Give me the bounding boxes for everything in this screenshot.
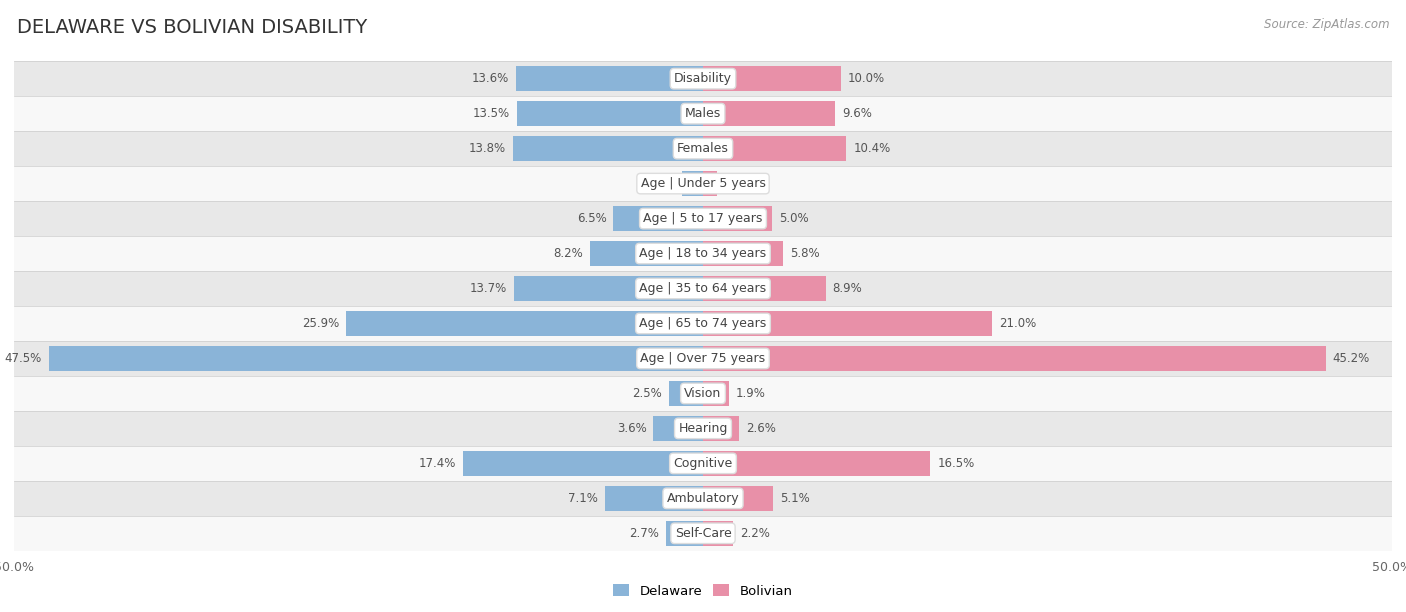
Text: 17.4%: 17.4% [419,457,457,470]
Bar [613,206,703,231]
Text: 47.5%: 47.5% [4,352,42,365]
Text: 9.6%: 9.6% [842,107,872,120]
Text: 8.9%: 8.9% [832,282,862,295]
Text: 8.2%: 8.2% [554,247,583,260]
Text: Age | Under 5 years: Age | Under 5 years [641,177,765,190]
Bar [703,171,717,196]
Text: 13.6%: 13.6% [471,72,509,85]
Text: 13.5%: 13.5% [472,107,510,120]
Text: 21.0%: 21.0% [1000,317,1036,330]
Text: 13.7%: 13.7% [470,282,508,295]
Bar [14,446,1392,481]
Text: Hearing: Hearing [678,422,728,435]
Text: 3.6%: 3.6% [617,422,647,435]
Text: 1.0%: 1.0% [724,177,754,190]
Bar [14,96,1392,131]
Bar [703,311,993,336]
Bar [703,66,841,91]
Text: 13.8%: 13.8% [468,142,506,155]
Text: 7.1%: 7.1% [568,492,599,505]
Bar [605,486,703,511]
Bar [48,346,703,371]
Bar [14,236,1392,271]
Bar [703,276,825,301]
Bar [14,341,1392,376]
Legend: Delaware, Bolivian: Delaware, Bolivian [609,579,797,603]
Bar [14,481,1392,516]
Bar [516,66,703,91]
Bar [517,101,703,126]
Bar [14,61,1392,96]
Text: 5.1%: 5.1% [780,492,810,505]
Text: Males: Males [685,107,721,120]
Text: Source: ZipAtlas.com: Source: ZipAtlas.com [1264,18,1389,31]
Text: Ambulatory: Ambulatory [666,492,740,505]
Bar [703,136,846,161]
Text: Age | 5 to 17 years: Age | 5 to 17 years [644,212,762,225]
Text: DELAWARE VS BOLIVIAN DISABILITY: DELAWARE VS BOLIVIAN DISABILITY [17,18,367,37]
Text: Females: Females [678,142,728,155]
Bar [14,131,1392,166]
Bar [703,416,738,441]
Bar [682,171,703,196]
Text: 25.9%: 25.9% [302,317,339,330]
Bar [703,521,734,546]
Bar [703,101,835,126]
Text: Age | Over 75 years: Age | Over 75 years [641,352,765,365]
Bar [703,241,783,266]
Bar [703,346,1326,371]
Bar [14,306,1392,341]
Text: 45.2%: 45.2% [1333,352,1369,365]
Text: 2.6%: 2.6% [745,422,776,435]
Text: Vision: Vision [685,387,721,400]
Text: 5.0%: 5.0% [779,212,808,225]
Bar [14,516,1392,551]
Text: 2.5%: 2.5% [631,387,662,400]
Bar [463,451,703,476]
Text: 2.7%: 2.7% [628,527,659,540]
Text: 1.5%: 1.5% [645,177,675,190]
Text: Age | 65 to 74 years: Age | 65 to 74 years [640,317,766,330]
Text: Disability: Disability [673,72,733,85]
Text: 2.2%: 2.2% [740,527,770,540]
Text: Self-Care: Self-Care [675,527,731,540]
Text: 10.0%: 10.0% [848,72,884,85]
Bar [14,376,1392,411]
Bar [654,416,703,441]
Text: 16.5%: 16.5% [938,457,974,470]
Text: 6.5%: 6.5% [576,212,606,225]
Bar [346,311,703,336]
Bar [703,206,772,231]
Bar [515,276,703,301]
Bar [703,451,931,476]
Text: 5.8%: 5.8% [790,247,820,260]
Bar [703,486,773,511]
Text: 10.4%: 10.4% [853,142,890,155]
Bar [14,411,1392,446]
Text: Cognitive: Cognitive [673,457,733,470]
Text: Age | 35 to 64 years: Age | 35 to 64 years [640,282,766,295]
Bar [591,241,703,266]
Bar [669,381,703,406]
Bar [14,201,1392,236]
Text: Age | 18 to 34 years: Age | 18 to 34 years [640,247,766,260]
Bar [666,521,703,546]
Bar [703,381,730,406]
Text: 1.9%: 1.9% [737,387,766,400]
Bar [14,271,1392,306]
Bar [14,166,1392,201]
Bar [513,136,703,161]
